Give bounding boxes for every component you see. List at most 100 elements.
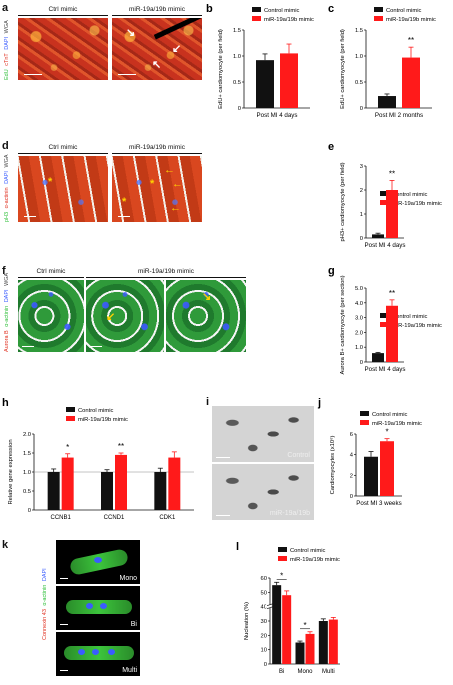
bar [386, 190, 398, 238]
chart-j: j Control mimic miR-19a/19b mimic 0 2 4 6 Cardi… [317, 397, 422, 507]
y-tick-label: 50 [261, 590, 267, 596]
y-tick-label: 3 [360, 164, 363, 170]
scale-bar [216, 456, 230, 458]
x-axis-label: Post MI 4 days [365, 242, 406, 249]
scale-bar [118, 215, 130, 217]
bar [61, 457, 74, 510]
scale-bar [24, 73, 42, 75]
chart-e: e Control mimic miR-19a/19b mimic 0 1 2 3 pH3+ … [328, 141, 442, 249]
significance-mark: ** [389, 169, 395, 178]
y-tick-label: 0 [28, 508, 31, 514]
bar [47, 472, 60, 510]
panel-d-ctrl-line [18, 153, 108, 154]
bar [168, 457, 181, 510]
panel-f-treat-caption: miR-19a/19b mimic [138, 268, 194, 275]
y-tick-label: 1.5 [233, 28, 241, 34]
panel-d-treat-caption: miR-19a/19b mimic [129, 144, 185, 151]
panel-k-bi-label: Bi [130, 621, 137, 628]
legend-label: Control mimic [392, 192, 428, 198]
panel-a-stain-label: EdU cTnT DAPI WGA [4, 18, 10, 80]
y-tick-label: 1.0 [23, 470, 31, 476]
y-axis-label: Cardiomyocytes (x10⁶) [329, 436, 336, 495]
significance-mark: ** [118, 442, 124, 451]
legend-swatch [374, 7, 383, 12]
panel-f-stain-label: Aurora B α-actinin DAPI WGA [4, 271, 10, 352]
y-tick-label: 60 [261, 576, 267, 582]
legend-label: miR-19a/19b mimic [392, 323, 442, 329]
y-tick-label: 2.0 [23, 432, 31, 438]
legend-swatch [380, 322, 389, 327]
scale-bar [90, 345, 102, 347]
x-axis-label: Post MI 3 weeks [356, 500, 401, 507]
legend-label: miR-19a/19b mimic [372, 421, 422, 427]
legend-swatch [66, 407, 75, 412]
panel-a-treat-caption: miR-19a/19b mimic [129, 6, 185, 13]
x-tick-label: CDK1 [159, 515, 176, 521]
y-tick-label: 0 [360, 106, 363, 112]
y-tick-label: 0 [360, 236, 363, 242]
y-axis-label: EdU+ cardiomyocyte (per field) [340, 29, 346, 109]
panel-k-multi-label: Multi [122, 667, 137, 674]
y-tick-label: 0 [238, 106, 241, 112]
bar [282, 595, 292, 664]
scale-bar [24, 215, 36, 217]
panel-f-treat-image-1: ↙ [86, 280, 164, 352]
panel-letter-d: d [2, 140, 9, 152]
legend-label: Control mimic [290, 548, 326, 554]
panel-k-multi-image: Multi [56, 632, 140, 676]
stain-actinin: α-actinin [4, 187, 10, 209]
bar [101, 472, 113, 510]
x-tick-label: Mono [297, 669, 313, 675]
y-tick-label: 1.0 [355, 54, 363, 60]
legend-swatch [278, 556, 287, 561]
panel-d-ctrl-caption: Ctrl mimic [48, 144, 78, 151]
scale-bar [60, 669, 68, 671]
panel-letter: l [236, 541, 239, 553]
y-tick-label: 0.5 [23, 489, 31, 495]
scale-bar [22, 345, 34, 347]
bar [364, 456, 378, 496]
stain-edu: EdU [4, 69, 10, 80]
stain-wga: WGA [4, 20, 10, 34]
bar [295, 642, 305, 664]
panel-i-control-label: Control [287, 452, 310, 459]
y-tick-label: 20 [261, 633, 267, 639]
stain-dapi: DAPI [4, 289, 10, 303]
significance-mark: ** [389, 289, 395, 298]
x-axis-label: Post MI 4 days [257, 112, 298, 119]
chart-b: b Control mimic miR-19a/19b mimic 0 0.5 1.0 1.… [206, 3, 314, 119]
legend-label: miR-19a/19b mimic [78, 417, 128, 423]
legend-label: miR-19a/19b mimic [386, 17, 436, 23]
arrow-icon: ↙ [172, 43, 182, 55]
panel-k-mono-label: Mono [119, 575, 137, 582]
legend-swatch [278, 547, 287, 552]
panel-f-ctrl-image [18, 280, 84, 352]
legend-label: Control mimic [78, 408, 114, 414]
arrow-icon: ← [164, 164, 175, 176]
bar [305, 633, 315, 664]
legend-swatch [360, 420, 369, 425]
arrow-icon: ↘ [202, 291, 212, 303]
bar [154, 472, 167, 510]
stain-wga: WGA [4, 154, 10, 168]
stain-dapi: DAPI [4, 171, 10, 184]
chart-h: h Control mimic miR-19a/19b mimic 0 0.5 1.0 1.… [2, 397, 194, 521]
legend-label: Control mimic [386, 8, 422, 14]
panel-a-treat-line [112, 15, 202, 16]
axis-break-mark [266, 603, 274, 606]
x-axis-label: Post MI 2 months [375, 112, 423, 119]
bar [328, 619, 338, 664]
panel-f-treat-image-2: ↘ [166, 280, 246, 352]
scale-bar [60, 623, 68, 625]
asterisk-icon: * [150, 178, 155, 190]
bar [318, 621, 328, 664]
bar [115, 454, 127, 510]
x-tick-label: CCNB1 [50, 515, 71, 521]
panel-d-treat-line [112, 153, 202, 154]
scale-bar [118, 73, 136, 75]
bar [372, 353, 384, 362]
bar [378, 96, 396, 108]
panel-d-ctrl-image: * [18, 156, 108, 222]
legend-label: Control mimic [392, 314, 428, 320]
legend-swatch [252, 16, 261, 21]
